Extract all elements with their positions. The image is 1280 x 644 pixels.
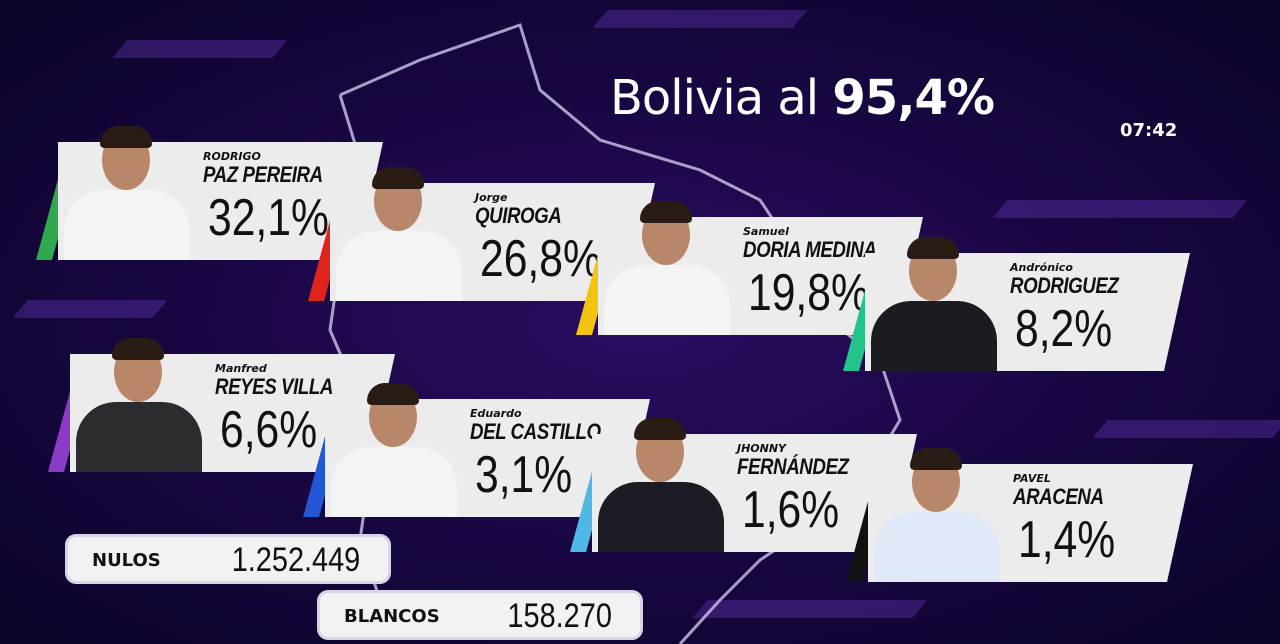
blancos-box: BLANCOS 158.270 <box>320 593 640 637</box>
candidate-photo <box>598 195 736 335</box>
candidate-first-name: Eduardo <box>470 407 522 420</box>
candidate-photo <box>865 231 1003 371</box>
candidate-last-name: FERNÁNDEZ <box>737 454 849 479</box>
candidate-card: JHONNY FERNÁNDEZ 1,6% <box>570 418 917 552</box>
count-progress: 95,4% <box>832 70 995 126</box>
blancos-label: BLANCOS <box>344 606 440 627</box>
page-title: Bolivia al 95,4% <box>610 70 995 126</box>
title-prefix: Bolivia al <box>610 70 819 126</box>
nulos-box: NULOS 1.252.449 <box>68 537 388 581</box>
candidate-last-name: QUIROGA <box>475 203 562 228</box>
candidate-last-name: RODRIGUEZ <box>1010 273 1119 298</box>
candidate-percentage: 19,8% <box>748 264 869 322</box>
nulos-label: NULOS <box>92 550 161 571</box>
candidate-card: PAVEL ARACENA 1,4% <box>846 448 1193 582</box>
candidate-last-name: PAZ PEREIRA <box>203 162 323 187</box>
candidate-photo <box>330 161 468 301</box>
blancos-value: 158.270 <box>507 597 612 635</box>
candidate-card: RODRIGO PAZ PEREIRA 32,1% <box>36 126 383 260</box>
candidate-first-name: Jorge <box>475 191 508 204</box>
candidate-last-name: DEL CASTILLO <box>470 419 601 444</box>
candidate-last-name: ARACENA <box>1013 484 1104 509</box>
candidate-last-name: REYES VILLA <box>215 374 333 399</box>
candidate-first-name: RODRIGO <box>203 150 261 163</box>
candidate-first-name: Samuel <box>743 225 789 238</box>
candidate-percentage: 32,1% <box>208 189 329 247</box>
candidate-photo <box>58 120 196 260</box>
candidate-photo <box>868 442 1006 582</box>
candidate-first-name: Manfred <box>215 362 267 375</box>
candidate-photo <box>325 377 463 517</box>
candidate-percentage: 26,8% <box>480 230 601 288</box>
candidate-photo <box>70 332 208 472</box>
candidate-first-name: JHONNY <box>737 442 787 455</box>
candidate-first-name: Andrónico <box>1010 261 1073 274</box>
candidate-first-name: PAVEL <box>1013 472 1051 485</box>
nulos-value: 1.252.449 <box>231 541 360 579</box>
candidate-percentage: 8,2% <box>1015 300 1113 358</box>
candidate-card: Andrónico RODRIGUEZ 8,2% <box>843 237 1190 371</box>
candidate-percentage: 6,6% <box>220 401 318 459</box>
clock: 07:42 <box>1120 120 1178 141</box>
candidate-percentage: 1,4% <box>1018 511 1116 569</box>
candidate-percentage: 1,6% <box>742 481 840 539</box>
candidate-last-name: DORIA MEDINA <box>743 237 877 262</box>
candidate-percentage: 3,1% <box>475 446 573 504</box>
candidate-photo <box>592 412 730 552</box>
